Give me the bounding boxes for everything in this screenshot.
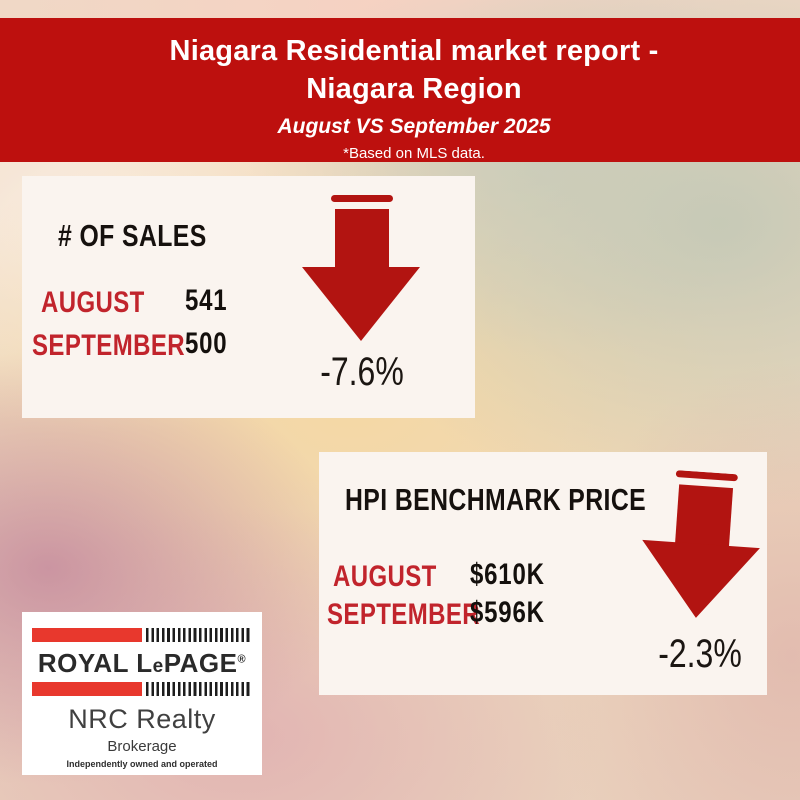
logo-company-name: NRC Realty: [68, 704, 216, 734]
report-note: *Based on MLS data.: [343, 145, 485, 162]
logo-stripes-top: [146, 628, 252, 642]
report-title-line1: Niagara Residential market report -: [169, 35, 659, 67]
price-september-value: $596K: [470, 596, 545, 629]
price-card: HPI BENCHMARK PRICE AUGUST $610K SEPTEMB…: [319, 452, 767, 695]
sales-change-percent: -7.6%: [320, 350, 404, 394]
logo-brand-name: ROYAL LePAGE®: [22, 648, 262, 679]
header-banner: Niagara Residential market report - Niag…: [0, 18, 800, 162]
report-subtitle: August VS September 2025: [277, 115, 551, 138]
registered-trademark-symbol: ®: [237, 653, 247, 666]
down-arrow-icon: [302, 195, 420, 341]
sales-september-value: 500: [185, 327, 228, 360]
price-august-label: AUGUST: [333, 560, 437, 593]
down-arrow-icon: [642, 470, 760, 618]
price-september-label: SEPTEMBER: [327, 598, 480, 631]
sales-august-value: 541: [185, 284, 228, 317]
report-title-line2: Niagara Region: [306, 73, 522, 105]
sales-september-label: SEPTEMBER: [32, 329, 185, 362]
sales-card-title: # OF SALES: [58, 218, 207, 253]
logo-brand-text-2: PAGE: [163, 648, 238, 678]
price-august-value: $610K: [470, 558, 545, 591]
royal-lepage-logo: ROYAL LePAGE® NRC Realty Brokerage Indep…: [22, 612, 262, 775]
logo-brand-small-e: e: [152, 656, 164, 677]
logo-red-bar-top: [32, 628, 142, 642]
logo-brand-text: ROYAL L: [37, 648, 153, 678]
logo-tagline: Independently owned and operated: [66, 759, 218, 769]
sales-card: # OF SALES AUGUST 541 SEPTEMBER 500 -7.6…: [22, 176, 475, 418]
logo-stripes-bottom: [146, 682, 252, 696]
logo-red-bar-bottom: [32, 682, 142, 696]
price-change-percent: -2.3%: [658, 632, 742, 676]
sales-august-label: AUGUST: [41, 286, 145, 319]
logo-descriptor: Brokerage: [107, 738, 177, 755]
price-card-title: HPI BENCHMARK PRICE: [345, 482, 647, 517]
